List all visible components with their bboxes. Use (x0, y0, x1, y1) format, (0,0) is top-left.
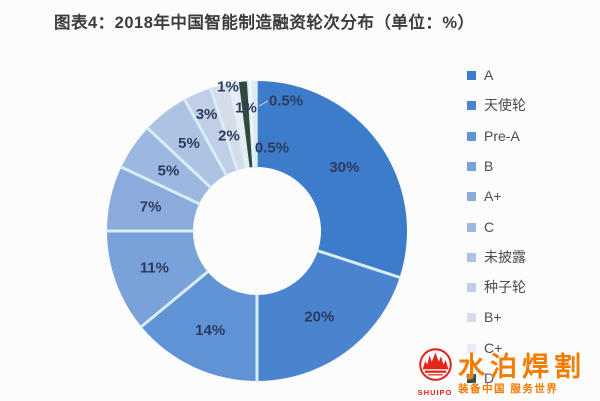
legend-swatch (467, 283, 476, 293)
legend-swatch (467, 374, 476, 383)
shuipo-logo-icon (418, 348, 452, 381)
legend-label: B (484, 157, 494, 174)
slice-divider-line (228, 82, 246, 170)
slice-value-label: 2% (218, 128, 240, 145)
slice-value-label: 5% (158, 162, 180, 179)
legend-swatch (467, 222, 476, 232)
legend-swatch (467, 313, 476, 323)
legend-swatch (467, 71, 476, 80)
watermark: SHUIPO 水泊焊割 装备中国 服务世界 (415, 343, 599, 401)
legend-label: 种子轮 (484, 279, 526, 296)
slice-divider-line (182, 97, 228, 177)
legend-label: A+ (484, 188, 502, 205)
slice-divider-line (145, 126, 213, 189)
slice-divider-line (316, 249, 402, 280)
legend-swatch (467, 343, 476, 353)
watermark-brand: 水泊焊割 (458, 352, 586, 382)
pie-slice-B (107, 231, 208, 327)
legend-item-A: A (467, 68, 493, 83)
legend-label: A (484, 67, 494, 83)
slice-divider-line (246, 80, 254, 169)
legend-swatch (467, 161, 476, 171)
pie-slice-D (238, 81, 253, 168)
legend-swatch (467, 131, 476, 141)
slice-value-label: 14% (195, 322, 225, 339)
legend-swatch (467, 101, 476, 111)
legend-label: 未披露 (484, 248, 526, 265)
slice-value-label: 20% (304, 308, 334, 325)
legend-item-天使轮: 天使轮 (467, 98, 526, 113)
label-leader-line (258, 100, 269, 107)
slice-value-label: 7% (140, 199, 162, 216)
slice-value-label: 5% (178, 135, 200, 152)
legend-label: C+ (484, 339, 503, 356)
pie-slice-C (121, 128, 211, 204)
legend-item-A+: A+ (467, 189, 502, 204)
pie-slice-A+ (107, 167, 200, 231)
legend-item-种子轮: 种子轮 (467, 280, 526, 295)
legend-item-C+: C+ (467, 339, 503, 356)
pie-slice-天使轮 (257, 250, 400, 381)
slice-value-label: 0.5% (269, 93, 303, 110)
slice-divider-line (208, 86, 239, 172)
slice-value-label: 1% (217, 79, 239, 96)
legend-label: Pre-A (484, 127, 520, 144)
slice-value-label: 3% (196, 106, 218, 123)
slice-divider-line (251, 80, 256, 169)
watermark-tagline: 装备中国 服务世界 (458, 383, 559, 395)
slice-divider-line (237, 81, 250, 169)
slice-value-label: 30% (329, 159, 359, 176)
pie-slice-未披露 (147, 99, 227, 188)
chart-title: 图表4：2018年中国智能制造融资轮次分布（单位：%） (54, 14, 475, 32)
watermark-text-column: 水泊焊割 装备中国 服务世界 (458, 343, 586, 395)
watermark-logo-text: SHUIPO (417, 388, 453, 397)
slice-value-label: 1% (235, 100, 257, 117)
pie-slice-C+ (228, 82, 249, 169)
legend-label: 天使轮 (484, 97, 526, 114)
legend-swatch (467, 192, 476, 202)
legend-item-D: D (467, 371, 494, 386)
legend-item-未披露: 未披露 (467, 248, 526, 265)
pie-slice-Pre-A (141, 271, 257, 381)
legend-item-B+: B+ (467, 310, 502, 325)
legend-item-C: C (467, 218, 495, 235)
legend-swatch (467, 252, 476, 262)
slice-value-label: 11% (140, 259, 169, 276)
legend-item-Pre-A: Pre-A (467, 127, 520, 144)
pie-slice-A (257, 81, 407, 278)
slice-divider-line (139, 270, 210, 329)
chart-legend: A 天使轮 Pre-A B A+ C 未披露种子轮 B+ C+ D (467, 0, 597, 401)
legend-label: D (484, 370, 495, 386)
watermark-logo-column: SHUIPO (415, 347, 455, 397)
slice-divider-line (119, 165, 201, 206)
legend-label: C (484, 218, 495, 235)
legend-label: B+ (484, 309, 502, 326)
pie-slice-B+ (210, 83, 246, 171)
pie-slice-种子轮 (184, 88, 238, 175)
slice-value-label: 0.5% (255, 140, 289, 157)
legend-item-B: B (467, 157, 494, 174)
